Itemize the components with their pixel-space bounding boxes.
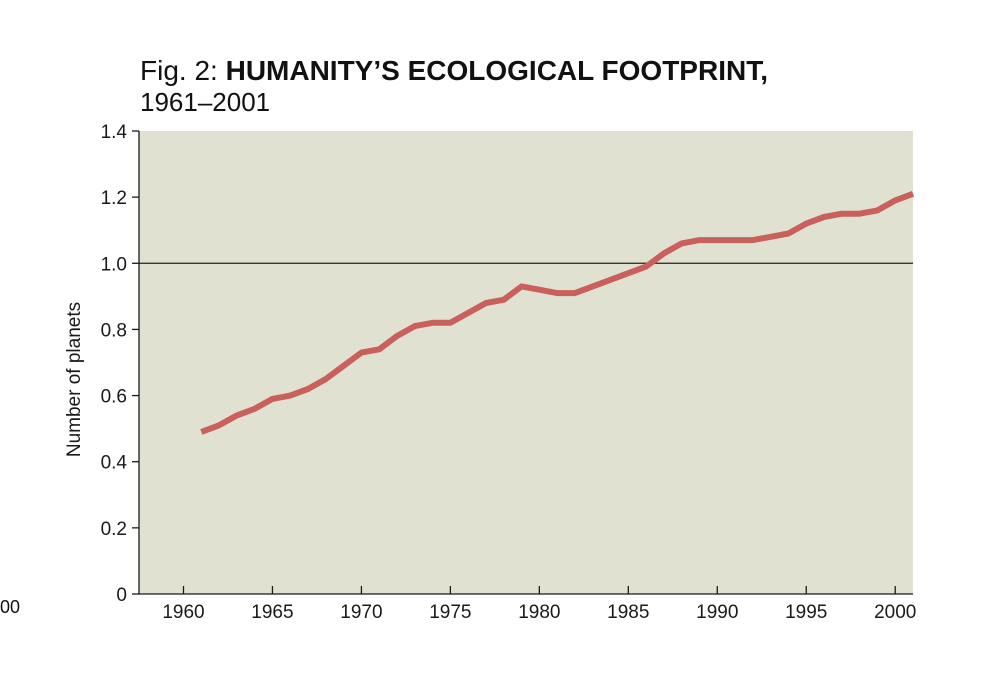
plot-area [139, 131, 913, 594]
y-tick-label: 0.8 [101, 320, 127, 341]
y-tick-label: 1.4 [101, 122, 128, 143]
y-tick-label: 0.2 [101, 519, 127, 540]
chart-title: Fig. 2: HUMANITY’S ECOLOGICAL FOOTPRINT, [140, 55, 768, 87]
series-layer [200, 190, 915, 435]
x-tick-label: 2000 [874, 602, 916, 623]
y-tick-label: 1.0 [101, 254, 127, 275]
y-tick-label: 1.2 [101, 188, 127, 209]
cropped-tick-fragment: 00 [0, 597, 21, 617]
y-axis-label: Number of planets [64, 302, 85, 457]
x-tick-label: 1980 [518, 602, 560, 623]
x-tick-label: 1990 [696, 602, 738, 623]
y-tick-label: 0.4 [101, 453, 128, 474]
x-tick-label: 1995 [785, 602, 827, 623]
x-tick-label: 1965 [251, 602, 293, 623]
x-axis: 1960 1965 1970 1975 1980 1985 1990 1995 2000 [139, 586, 916, 623]
y-tick-label: 0.6 [101, 387, 127, 408]
title-prefix: Fig. 2: [140, 55, 218, 86]
x-tick-label: 1975 [429, 602, 471, 623]
y-tick-label: 0 [116, 585, 127, 606]
chart-subtitle: 1961–2001 [140, 87, 271, 117]
x-tick-label: 1985 [607, 602, 649, 623]
title-main: HUMANITY’S ECOLOGICAL FOOTPRINT, [225, 55, 768, 86]
x-tick-label: 1970 [340, 602, 382, 623]
y-axis: 0 0.2 0.4 0.6 0.8 1.0 1.2 1.4 [101, 122, 140, 606]
x-tick-label: 1960 [162, 602, 204, 623]
